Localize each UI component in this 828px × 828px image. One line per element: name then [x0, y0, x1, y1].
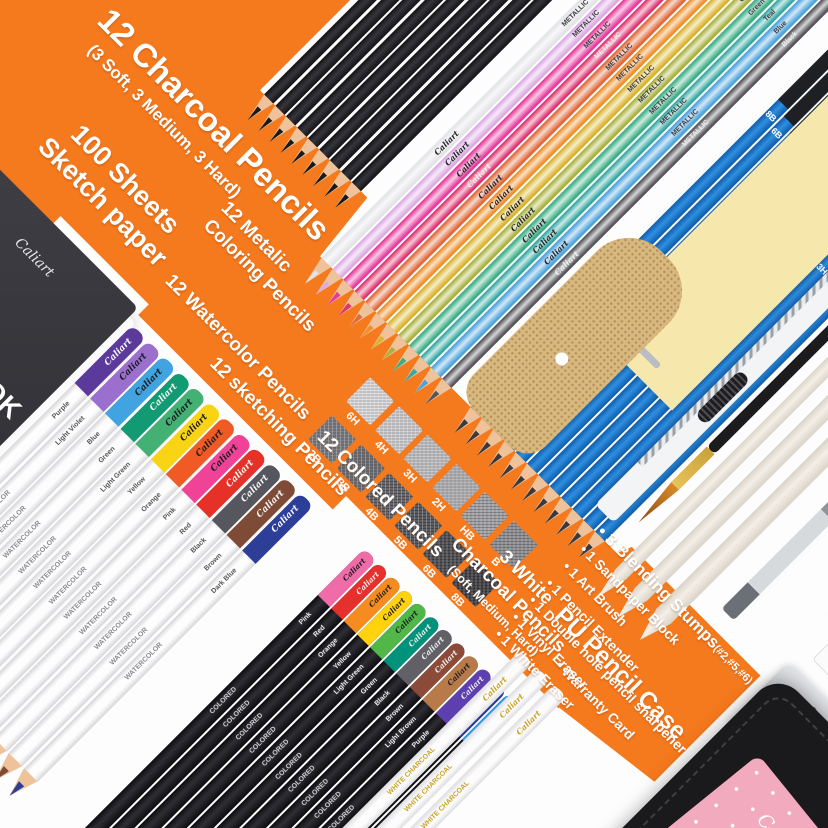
pencil-text: Red [312, 624, 327, 639]
lead-point [333, 194, 349, 210]
sandpaper-hole [552, 349, 571, 369]
pencil-text: Red [178, 521, 193, 536]
pencil-text: Blue [85, 430, 102, 446]
pencil-text: Brown [202, 551, 224, 573]
pencil-text: Purple [50, 399, 72, 421]
pencil-text: Pink [162, 506, 178, 522]
pencil-text: Pink [298, 611, 314, 627]
pencil-text: Yellow [126, 475, 148, 497]
pencil-text: Green [97, 445, 117, 465]
pencil-text: Black [189, 536, 208, 555]
lead-point [424, 390, 440, 406]
pencil-text: Orange [139, 491, 163, 514]
sketchbook-title: SKETCHBOOK [0, 264, 28, 425]
brand-text: Caliart [496, 691, 526, 720]
